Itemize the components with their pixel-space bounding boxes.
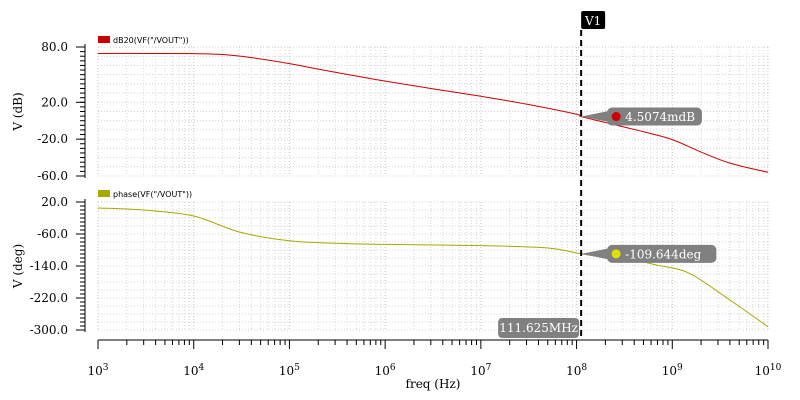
panel-magnitude: 80.0 20.0 -20.0 -60.0 V (dB) dB20(VF("/VOUT")… <box>11 36 769 183</box>
marker-v1: V1 111.625MHz <box>498 11 606 338</box>
callout-dot <box>611 112 621 122</box>
x-tick-label: 103 <box>87 363 108 378</box>
marker-value-callout: -109.644deg <box>581 244 717 263</box>
x-tick-label: 107 <box>470 363 491 378</box>
y-tick-label: -300.0 <box>30 323 68 337</box>
callout-value: -109.644deg <box>625 247 701 261</box>
callout-value: 4.5074mdB <box>625 110 695 124</box>
marker-x-box <box>498 318 580 338</box>
callout-box <box>607 107 702 126</box>
x-tick-label: 105 <box>279 363 300 378</box>
marker-name-box <box>581 11 606 29</box>
series-line <box>97 207 769 328</box>
x-tick-label: 104 <box>183 363 204 378</box>
callout-dot <box>611 249 621 259</box>
y-tick-label: 20.0 <box>41 95 68 109</box>
y-tick-label: -60.0 <box>37 169 68 183</box>
callout-box <box>607 244 717 263</box>
series-line <box>97 52 769 173</box>
x-axis-title: freq (Hz) <box>406 377 461 391</box>
x-tick-label: 1010 <box>755 363 782 378</box>
legend-swatch <box>98 190 110 197</box>
y-tick-label: -140.0 <box>30 259 68 273</box>
y-axis-title: V (deg) <box>11 244 25 289</box>
x-tick-label: 106 <box>375 363 396 378</box>
y-tick-label: 20.0 <box>41 195 68 209</box>
callout-pointer <box>581 247 612 260</box>
y-tick-label: -220.0 <box>30 291 68 305</box>
x-axis: 103 104 105 106 107 108 109 1010 freq (Hz) <box>87 339 782 391</box>
legend-label: dB20(VF("/VOUT")) <box>113 36 189 45</box>
marker-name: V1 <box>584 14 601 28</box>
callout-pointer <box>581 110 612 123</box>
x-tick-label: 109 <box>662 363 683 378</box>
y-tick-label: -60.0 <box>37 227 68 241</box>
panel-phase: 20.0 -60.0 -140.0 -220.0 -300.0 V (deg) phase(… <box>11 190 769 337</box>
legend-swatch <box>98 36 110 43</box>
y-axis-title: V (dB) <box>11 92 25 131</box>
y-tick-label: -20.0 <box>37 132 68 146</box>
marker-x-value: 111.625MHz <box>499 321 578 335</box>
x-tick-label: 108 <box>566 363 587 378</box>
legend-label: phase(VF("/VOUT")) <box>113 190 192 199</box>
marker-value-callout: 4.5074mdB <box>581 107 702 126</box>
y-tick-label: 80.0 <box>41 40 68 54</box>
